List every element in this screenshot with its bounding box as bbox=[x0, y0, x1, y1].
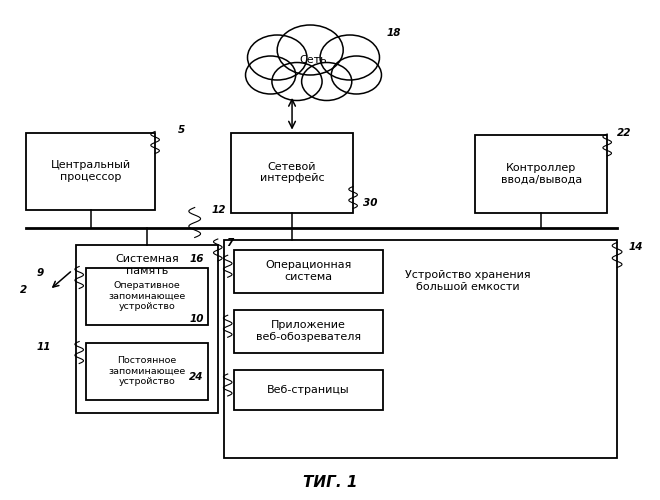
Text: 12: 12 bbox=[211, 205, 226, 215]
Text: Оперативное
запоминающее
устройство: Оперативное запоминающее устройство bbox=[108, 282, 185, 311]
Text: Центральный
процессор: Центральный процессор bbox=[51, 160, 131, 182]
Text: Сетевой
интерфейс: Сетевой интерфейс bbox=[260, 162, 324, 184]
Bar bbox=[234, 310, 383, 352]
Text: Устройство хранения
большой емкости: Устройство хранения большой емкости bbox=[405, 270, 531, 291]
Circle shape bbox=[248, 35, 307, 80]
Text: 24: 24 bbox=[189, 372, 204, 382]
Text: Постоянное
запоминающее
устройство: Постоянное запоминающее устройство bbox=[108, 356, 185, 386]
Text: 18: 18 bbox=[386, 28, 401, 38]
Text: Контроллер
ввода/вывода: Контроллер ввода/вывода bbox=[500, 163, 582, 184]
Circle shape bbox=[320, 35, 379, 80]
Circle shape bbox=[302, 62, 352, 100]
Text: 14: 14 bbox=[629, 242, 644, 252]
Bar bbox=[234, 250, 383, 292]
Text: 9: 9 bbox=[36, 268, 44, 278]
Text: Системная
память: Системная память bbox=[115, 254, 179, 276]
Bar bbox=[86, 342, 208, 400]
Bar bbox=[234, 370, 383, 410]
Text: 16: 16 bbox=[189, 254, 204, 264]
Bar bbox=[231, 132, 353, 212]
Text: 2: 2 bbox=[20, 285, 27, 295]
Text: Приложение
веб-обозревателя: Приложение веб-обозревателя bbox=[256, 320, 361, 342]
Text: 22: 22 bbox=[617, 128, 632, 138]
Text: 11: 11 bbox=[36, 342, 51, 352]
Circle shape bbox=[272, 62, 322, 100]
Bar bbox=[26, 132, 155, 210]
Text: 5: 5 bbox=[178, 125, 185, 135]
Bar bbox=[86, 268, 208, 325]
Text: Сеть: Сеть bbox=[300, 55, 327, 65]
Circle shape bbox=[277, 25, 343, 75]
Text: Операционная
система: Операционная система bbox=[265, 260, 352, 282]
Text: 7: 7 bbox=[226, 238, 233, 248]
Text: ΤИГ. 1: ΤИГ. 1 bbox=[303, 475, 357, 490]
Circle shape bbox=[331, 56, 381, 94]
Circle shape bbox=[246, 56, 296, 94]
Bar bbox=[475, 135, 607, 212]
Text: 10: 10 bbox=[189, 314, 204, 324]
Bar bbox=[76, 245, 218, 412]
Text: 30: 30 bbox=[363, 198, 378, 207]
Bar bbox=[224, 240, 617, 458]
Text: Веб-страницы: Веб-страницы bbox=[267, 385, 350, 395]
